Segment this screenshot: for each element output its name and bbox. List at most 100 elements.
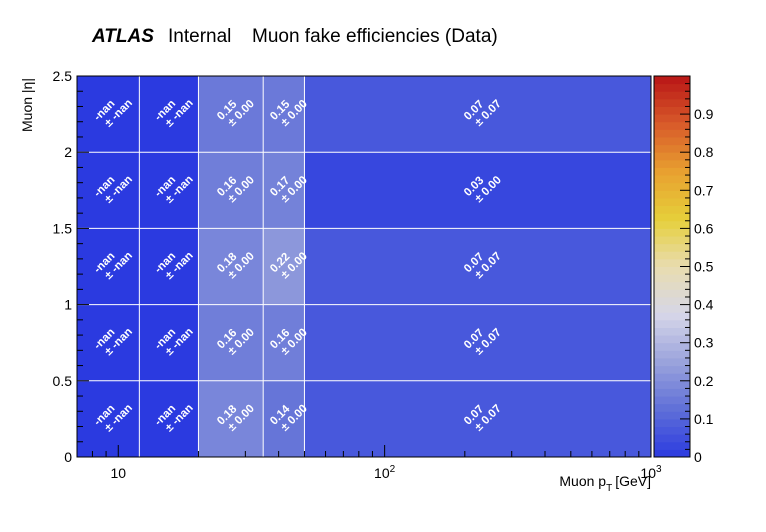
color-scale-band [654,426,690,435]
grid-lines [77,76,651,457]
color-scale-label: 0.5 [694,259,714,275]
heatmap-cell [139,228,199,305]
color-scale-band [654,220,690,229]
color-scale-band [654,98,690,107]
heatmap-cell [198,380,264,457]
color-scale-band [654,396,690,405]
heatmap-cell [304,76,651,153]
heatmap-cell [198,304,264,381]
color-scale-band [654,281,690,290]
color-scale-band [654,114,690,123]
cell-value-label: -nan± -nan [92,89,135,132]
color-scale-band [654,205,690,214]
y-tick-label: 1.5 [53,220,73,236]
heatmap-cell [304,380,651,457]
y-axis-label: Muon |η| [19,78,35,132]
heatmap-cell [139,76,199,153]
color-scale-band [654,296,690,306]
color-scale-band [654,373,690,382]
color-scale-band [654,91,690,100]
heatmap-cell [77,76,140,153]
heatmap-cell [198,228,264,305]
color-scale-band [654,213,690,222]
color-scale-band [654,403,690,412]
atlas-label: ATLAS [91,26,154,47]
color-scale-band [654,83,690,92]
x-tick-label: 103 [640,464,662,481]
color-scale-band [654,129,690,138]
x-axis-label: Muon pT [GeV] [559,473,651,494]
heatmap-cell [198,76,264,153]
color-scale-band [654,266,690,275]
color-scale-label: 0.6 [694,220,714,236]
color-scale-band [654,251,690,260]
x-tick-base: 10 [374,465,390,481]
color-scale-band [654,121,690,130]
color-scale-band [654,365,690,374]
y-tick-label: 0 [64,449,72,465]
color-scale-band [654,258,690,267]
color-scale-band [654,274,690,283]
color-scale-label: 0.9 [694,106,714,122]
color-scale-band [654,197,690,207]
color-scale-band [654,434,690,443]
heatmap-cell [304,304,651,381]
heatmap-cell [139,380,199,457]
color-scale-band [654,159,690,168]
color-scale-band [654,76,690,85]
heatmap-cell [263,304,305,381]
heatmap-cell [139,304,199,381]
color-scale-band [654,357,690,367]
heatmap-cell [77,304,140,381]
internal-label: Internal [168,26,231,47]
color-scale-band [654,335,690,344]
color-scale-band [654,236,690,245]
heatmap-cell [263,76,305,153]
color-scale-band [654,327,690,336]
heatmap-cells [77,76,651,457]
color-scale-band [654,228,690,237]
color-scale-band [654,380,690,389]
color-scale-label: 0.1 [694,411,714,427]
color-scale-band [654,167,690,176]
color-scale-band [654,289,690,298]
x-tick-base: 10 [640,465,656,481]
plot-frame [76,75,652,458]
color-scale-label: 0.2 [694,373,714,389]
color-scale-band [654,144,690,153]
color-scale-label: 0.7 [694,182,714,198]
color-scale-band [654,388,690,397]
color-scale-label: 0.4 [694,297,714,313]
color-scale-band [654,136,690,146]
x-tick-base: 10 [110,465,126,481]
heatmap-cell [198,152,264,229]
color-scale-band [654,319,690,328]
heatmap-cell [263,228,305,305]
color-scale-band [654,182,690,191]
color-scale-band [654,304,690,313]
x-tick-exp: 3 [656,464,662,475]
color-scale-band [654,449,690,458]
color-scale-band [654,106,690,115]
heatmap-cell [139,152,199,229]
chart-title: Muon fake efficiencies (Data) [252,26,498,47]
y-tick-label: 1 [64,297,72,313]
color-scale-band [654,243,690,252]
color-scale-label: 0.3 [694,335,714,351]
heatmap-cell [263,380,305,457]
color-scale-band [654,175,690,184]
color-scale-label: 0 [694,449,702,465]
color-scale-label: 0.8 [694,144,714,160]
heatmap-cell [263,152,305,229]
color-scale-band [654,441,690,450]
color-scale-band [654,411,690,420]
color-scale-band [654,350,690,359]
heatmap-cell [77,228,140,305]
color-scale-band [654,190,690,199]
color-scale-band [654,418,690,428]
color-scale-band [654,152,690,161]
heatmap-cell [304,228,651,305]
y-tick-label: 0.5 [53,373,73,389]
